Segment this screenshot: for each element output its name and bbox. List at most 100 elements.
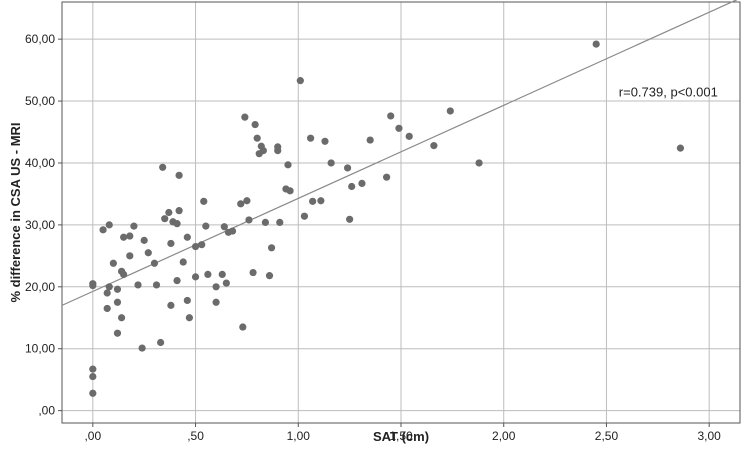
data-point <box>274 143 282 151</box>
data-point <box>348 182 356 191</box>
data-point <box>204 270 212 279</box>
data-point <box>183 233 191 241</box>
data-point <box>120 270 128 279</box>
data-point <box>296 77 304 85</box>
data-point <box>175 171 183 179</box>
x-tick-label: 1,00 <box>287 429 311 443</box>
data-point <box>228 227 237 235</box>
data-points <box>89 40 685 397</box>
data-point <box>159 163 167 171</box>
data-point <box>126 232 134 240</box>
grid-lines <box>62 2 740 423</box>
data-point <box>185 314 193 322</box>
data-point <box>89 372 97 381</box>
data-point <box>284 161 292 169</box>
data-point <box>89 281 97 290</box>
data-point <box>173 220 181 228</box>
data-point <box>276 218 284 227</box>
data-point <box>343 164 352 172</box>
data-point <box>446 107 454 115</box>
data-point <box>249 268 257 277</box>
data-point <box>138 344 146 352</box>
data-point <box>251 120 259 129</box>
x-tick-label: 2,00 <box>492 429 516 443</box>
data-point <box>109 259 117 267</box>
data-point <box>200 197 208 205</box>
y-axis-label: % difference in CSA US - MRI <box>8 122 23 302</box>
data-point <box>405 132 413 140</box>
data-point <box>144 249 152 257</box>
data-point <box>327 159 335 167</box>
data-point <box>309 197 317 205</box>
data-point <box>99 226 107 234</box>
data-point <box>165 208 173 217</box>
y-tick-label: 10,00 <box>25 342 55 356</box>
y-tick-label: 40,00 <box>25 156 55 170</box>
data-point <box>202 222 210 230</box>
data-point <box>243 197 251 205</box>
data-point <box>161 215 169 223</box>
data-point <box>300 212 309 220</box>
data-point <box>265 272 274 280</box>
data-point <box>113 329 122 337</box>
data-point <box>150 259 159 267</box>
data-point <box>317 197 325 205</box>
x-axis-ticks: ,00 ,50 1,00 1,50 2,00 2,50 3,00 <box>84 423 721 443</box>
data-point <box>126 252 134 260</box>
y-tick-label: 20,00 <box>25 280 55 294</box>
data-point <box>307 134 315 142</box>
data-point <box>259 146 267 155</box>
data-point <box>157 338 165 347</box>
y-axis-ticks: ,00 10,00 20,00 30,00 40,00 50,00 60,00 <box>25 32 62 418</box>
data-point <box>198 241 206 249</box>
data-point <box>358 179 366 188</box>
y-tick-label: 60,00 <box>25 32 55 46</box>
data-point <box>167 239 175 248</box>
data-point <box>103 304 111 313</box>
correlation-annotation: r=0.739, p<0.001 <box>619 85 718 100</box>
data-point <box>191 242 200 251</box>
data-point <box>117 314 126 322</box>
data-point <box>89 365 97 373</box>
data-point <box>179 258 187 266</box>
data-point <box>175 207 183 215</box>
data-point <box>152 281 161 289</box>
data-point <box>261 218 269 227</box>
data-point <box>173 277 181 285</box>
fit-line-group <box>61 0 738 306</box>
data-point <box>120 233 128 241</box>
data-point <box>220 223 228 231</box>
data-point <box>212 298 220 306</box>
regression-line <box>61 0 738 306</box>
data-point <box>592 40 600 48</box>
x-tick-label: 1,50 <box>389 429 413 443</box>
data-point <box>105 221 113 229</box>
x-tick-label: 2,50 <box>595 429 619 443</box>
data-point <box>430 142 438 150</box>
data-point <box>167 301 175 309</box>
data-point <box>239 323 247 331</box>
data-point <box>183 296 191 305</box>
data-point <box>113 298 122 306</box>
data-point <box>105 283 113 291</box>
data-point <box>113 285 122 293</box>
data-point <box>89 389 97 397</box>
y-tick-label: 50,00 <box>25 94 55 108</box>
data-point <box>130 222 138 230</box>
x-tick-label: ,00 <box>84 429 101 443</box>
data-point <box>395 124 403 132</box>
data-point <box>366 136 374 144</box>
data-point <box>475 159 483 167</box>
data-point <box>245 216 253 224</box>
data-point <box>241 113 249 121</box>
data-point <box>212 283 220 291</box>
data-point <box>267 244 276 252</box>
data-point <box>237 200 245 208</box>
data-point <box>218 270 226 279</box>
data-point <box>286 187 294 195</box>
data-point <box>321 137 329 145</box>
data-point <box>676 144 685 152</box>
data-point <box>346 215 354 223</box>
